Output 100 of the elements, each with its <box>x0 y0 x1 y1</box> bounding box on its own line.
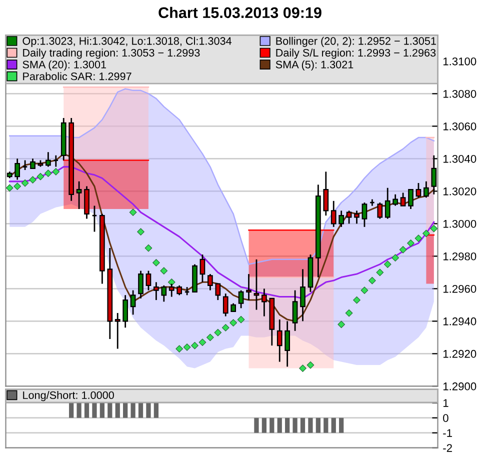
candlestick <box>161 284 167 302</box>
point <box>206 334 214 342</box>
y-tick-label: 1.3000 <box>443 220 476 228</box>
point <box>160 267 168 274</box>
y-tick-label: 1.3100 <box>443 57 476 66</box>
candlestick <box>176 284 182 296</box>
point <box>353 296 360 304</box>
candlestick <box>254 258 260 310</box>
point <box>21 179 29 187</box>
y-tick-label: 1.3020 <box>443 187 476 196</box>
candlestick <box>384 187 390 220</box>
line-series <box>8 88 435 265</box>
candlestick <box>276 318 282 362</box>
point <box>360 286 368 294</box>
candlestick <box>338 210 344 228</box>
legend-label: Long/Short: 1.0000 <box>23 391 114 402</box>
y-tick-label: 1.3080 <box>443 90 476 98</box>
point <box>129 208 137 216</box>
legend-label: Parabolic SAR: 1.2997 <box>23 72 132 80</box>
point <box>191 342 198 350</box>
point <box>36 172 44 180</box>
candlestick <box>330 200 336 228</box>
point <box>152 258 160 266</box>
point <box>230 319 238 326</box>
candlestick <box>346 210 352 224</box>
candlestick <box>222 292 228 317</box>
point <box>422 230 430 238</box>
y-tick-label: 1.2960 <box>443 284 476 293</box>
point <box>376 268 384 276</box>
candlestick <box>392 194 398 206</box>
legend-label: Daily trading region: 1.3053 − 1.2993 <box>23 48 200 59</box>
point <box>144 244 152 252</box>
candlestick <box>114 312 120 350</box>
point <box>345 309 353 317</box>
y-tick-label: 1.3040 <box>443 154 476 163</box>
point <box>176 345 184 352</box>
y-tick-label: 1.3060 <box>443 122 476 130</box>
candlestick <box>215 283 221 301</box>
candlestick <box>354 210 360 224</box>
candlestick <box>146 270 152 291</box>
candlestick <box>323 170 329 216</box>
point <box>198 338 206 346</box>
y-tick-label: 1.2940 <box>443 317 476 326</box>
point <box>368 276 376 284</box>
point <box>237 316 245 324</box>
candlestick <box>22 160 28 171</box>
candlestick <box>377 202 383 220</box>
point <box>222 324 230 332</box>
point <box>384 260 392 268</box>
y-tick-label: 1.2920 <box>443 350 476 358</box>
candlestick <box>424 180 429 198</box>
candlestick <box>362 202 368 228</box>
candlestick <box>130 290 136 316</box>
y-tick-label: 1 <box>443 399 448 407</box>
legend-label: Bollinger (20, 2): 1.2952 − 1.3051 <box>276 36 436 47</box>
candlestick <box>154 281 159 301</box>
candlestick <box>76 180 82 210</box>
candlestick <box>292 290 298 332</box>
candlestick <box>284 320 290 368</box>
candlestick <box>200 254 206 283</box>
point <box>183 343 191 351</box>
candlestick <box>46 151 51 168</box>
candlestick <box>238 290 244 309</box>
y-tick-label: 1.2900 <box>443 382 476 390</box>
legend-label: SMA (20): 1.3001 <box>22 60 106 71</box>
point <box>299 364 306 372</box>
point <box>392 254 400 262</box>
candlestick <box>122 294 128 328</box>
point <box>414 234 422 242</box>
candlestick <box>246 273 252 301</box>
candlestick <box>300 268 306 322</box>
candlestick <box>30 158 36 170</box>
legend-label: Daily S/L region: 1.2993 − 1.2963 <box>276 48 436 59</box>
y-tick-label: -1 <box>443 429 452 437</box>
point <box>214 328 222 336</box>
candlestick <box>416 182 422 198</box>
y-tick-label: 1.2980 <box>443 252 476 260</box>
candlestick <box>208 273 213 291</box>
point <box>14 182 22 190</box>
point <box>407 239 414 247</box>
candlestick <box>14 158 20 180</box>
candlestick <box>53 154 59 168</box>
chart-title: Chart 15.03.2013 09:19 <box>158 6 322 18</box>
point <box>168 278 176 286</box>
point <box>29 176 36 184</box>
candlestick <box>400 192 406 206</box>
point <box>430 224 438 232</box>
point <box>44 170 52 177</box>
y-tick-label: 0 <box>443 414 448 422</box>
candlestick <box>262 288 267 317</box>
y-tick-label: -2 <box>443 444 452 452</box>
candlestick <box>408 188 414 210</box>
point <box>137 228 144 236</box>
point <box>6 184 14 192</box>
point <box>399 246 407 254</box>
legend-label: Op:1.3023, Hi:1.3042, Lo:1.3018, Cl:1.3034 <box>22 36 232 47</box>
candlestick <box>138 270 144 300</box>
point <box>306 361 314 369</box>
legend-label: SMA (5): 1.3021 <box>276 60 354 71</box>
point <box>52 168 60 176</box>
